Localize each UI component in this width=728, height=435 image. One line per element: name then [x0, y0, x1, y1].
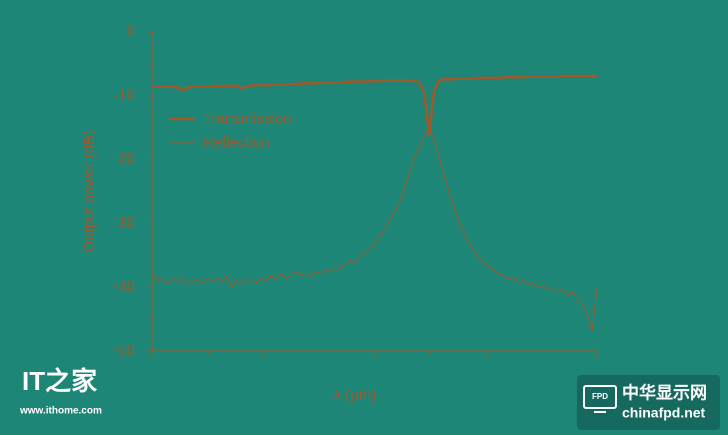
y-tick-label: -50 [113, 342, 135, 359]
series-line [152, 74, 597, 136]
legend-label: Transmission [203, 110, 292, 127]
badge [577, 375, 720, 430]
series-line [152, 127, 598, 332]
y-tick-label: -20 [113, 151, 135, 168]
icon-text: FPD [592, 392, 608, 401]
icon [583, 385, 617, 409]
y-tick-label: -40 [113, 278, 135, 295]
logo: IT之家 [22, 366, 97, 396]
y-tick-label: 0 [127, 23, 135, 40]
site-name: 中华显示网 [622, 382, 707, 402]
x-axis-label: λ (μm) [334, 387, 377, 404]
left-watermark: IT之家 www.ithome.com [19, 366, 102, 417]
legend-label: Reflection [203, 134, 270, 151]
y-axis-label: Output power (dB) [81, 130, 98, 253]
url: www.ithome.com [19, 406, 102, 417]
y-tick-label: -10 [113, 87, 135, 104]
site-url: chinafpd.net [622, 405, 706, 421]
y-tick-label: -30 [113, 214, 135, 231]
right-watermark: FPD 中华显示网 chinafpd.net [577, 375, 720, 430]
